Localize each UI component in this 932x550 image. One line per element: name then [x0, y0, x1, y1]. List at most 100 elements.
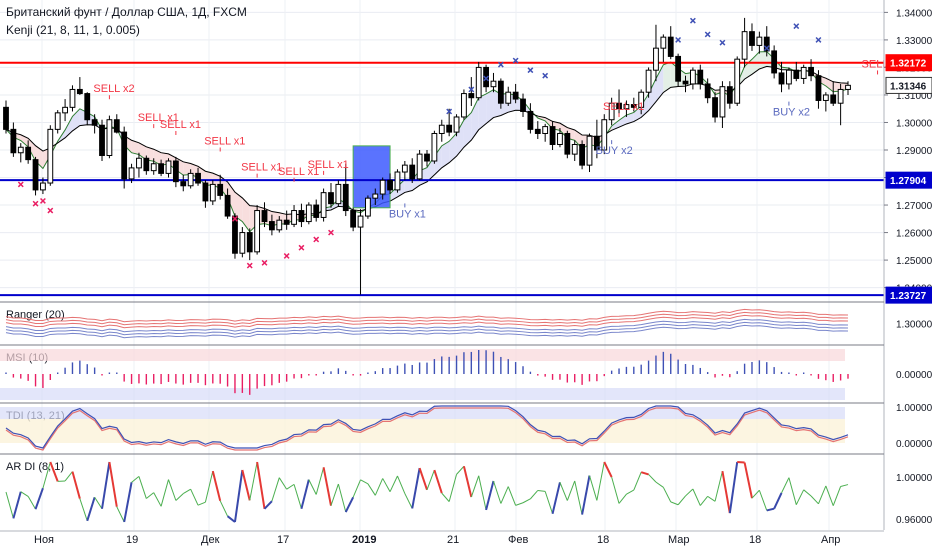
candle-body — [512, 91, 519, 100]
candle — [84, 92, 91, 126]
ardi-segment — [544, 491, 554, 514]
x-stroke — [39, 197, 46, 204]
candle — [40, 177, 46, 195]
ardi-segment — [211, 470, 222, 502]
ardi-segment — [337, 483, 347, 513]
candle — [453, 114, 460, 137]
candle-body — [224, 194, 231, 217]
sell-x-marker — [32, 200, 39, 207]
sell-x-marker — [232, 215, 238, 222]
candle-body — [261, 210, 268, 223]
x-stroke — [793, 23, 800, 30]
ranger-line — [5, 321, 849, 336]
candle — [557, 127, 563, 148]
ardi-segment — [27, 496, 36, 510]
indicator-label: Kenji (21, 8, 11, 1, 0.005) — [6, 23, 140, 37]
cloud-segment — [626, 112, 634, 124]
ardi-segment — [559, 482, 568, 501]
sell-signal-label: SELL x1 — [278, 166, 319, 178]
cloud-segment — [220, 176, 228, 198]
candle-body — [372, 193, 379, 199]
cloud-segment — [648, 78, 656, 111]
candle-body — [497, 80, 504, 104]
x-tick-label: Ноя — [34, 534, 54, 546]
ardi-segment — [596, 461, 605, 501]
ardi-segment — [411, 467, 421, 509]
candle-body — [571, 143, 578, 155]
candle — [520, 93, 526, 117]
x-stroke — [542, 72, 549, 79]
ardi-segment — [396, 475, 406, 494]
cloud-segment — [227, 181, 235, 217]
ardi-segment — [507, 486, 517, 506]
candle — [202, 180, 209, 208]
ardi-segment — [374, 478, 384, 496]
candle-body — [712, 97, 718, 118]
candle-body — [564, 132, 571, 155]
ranger-line — [5, 314, 849, 329]
ardi-segment — [810, 495, 819, 505]
candle — [246, 228, 253, 261]
candle-body — [217, 183, 224, 196]
candle — [328, 183, 334, 208]
cloud-segment — [545, 117, 553, 129]
candle-body — [638, 91, 645, 108]
cloud-segment — [153, 149, 162, 166]
candle-body — [778, 72, 785, 85]
ardi-segment — [183, 488, 191, 495]
ardi-segment — [448, 474, 458, 502]
x-stroke — [298, 244, 305, 251]
price-tag-support-lower: 1.23727 — [885, 286, 932, 304]
sell-x-marker — [298, 244, 305, 251]
candle — [534, 121, 541, 139]
candle — [401, 161, 408, 181]
buy-x-marker — [719, 39, 726, 46]
ardi-segment — [263, 500, 273, 510]
candle-body — [697, 69, 704, 85]
y-tick-label: 1.33000 — [896, 36, 932, 47]
candle-body — [158, 163, 165, 174]
ardi-segment — [42, 461, 51, 489]
x-stroke — [232, 215, 238, 222]
buy-signal-label: BUY x2 — [773, 107, 810, 119]
cloud-segment — [486, 89, 494, 124]
ardi-segment — [190, 488, 199, 506]
ardi-segment — [537, 489, 546, 492]
candle — [121, 126, 128, 189]
x-stroke — [763, 45, 770, 52]
candle — [579, 140, 586, 170]
ardi-segment — [817, 485, 827, 505]
buy-x-marker — [468, 86, 475, 93]
y-tick-label: 1.27000 — [896, 201, 932, 212]
price-tag-resistance: 1.32172 — [885, 54, 932, 72]
ardi-segment — [382, 478, 391, 492]
candle-body — [667, 36, 674, 57]
sell-signal-label: SELL x1 — [241, 162, 282, 174]
ranger-line — [5, 311, 849, 326]
candle-body — [305, 204, 312, 223]
buy-signal-label: BUY x2 — [596, 145, 633, 157]
ardi-segment — [515, 502, 524, 506]
ardi-segment — [581, 475, 591, 515]
price-tag-text: 1.23727 — [890, 291, 927, 302]
x-tick-label: 18 — [749, 534, 761, 546]
ardi-segment — [751, 489, 760, 499]
candle-body — [40, 182, 46, 191]
candle-body — [150, 163, 157, 172]
candle — [335, 180, 342, 207]
x-stroke — [704, 31, 711, 38]
candle — [527, 103, 534, 134]
candle-body — [128, 167, 135, 180]
candle-body — [741, 31, 748, 60]
x-stroke — [47, 207, 54, 214]
candle-body — [431, 132, 438, 162]
candle — [645, 67, 652, 98]
sell-x-marker — [39, 197, 46, 204]
candle — [763, 26, 770, 57]
candle — [276, 216, 283, 233]
candle-body — [749, 31, 755, 46]
candle — [3, 100, 9, 134]
candle — [623, 100, 630, 117]
cloud-segment — [471, 97, 479, 141]
